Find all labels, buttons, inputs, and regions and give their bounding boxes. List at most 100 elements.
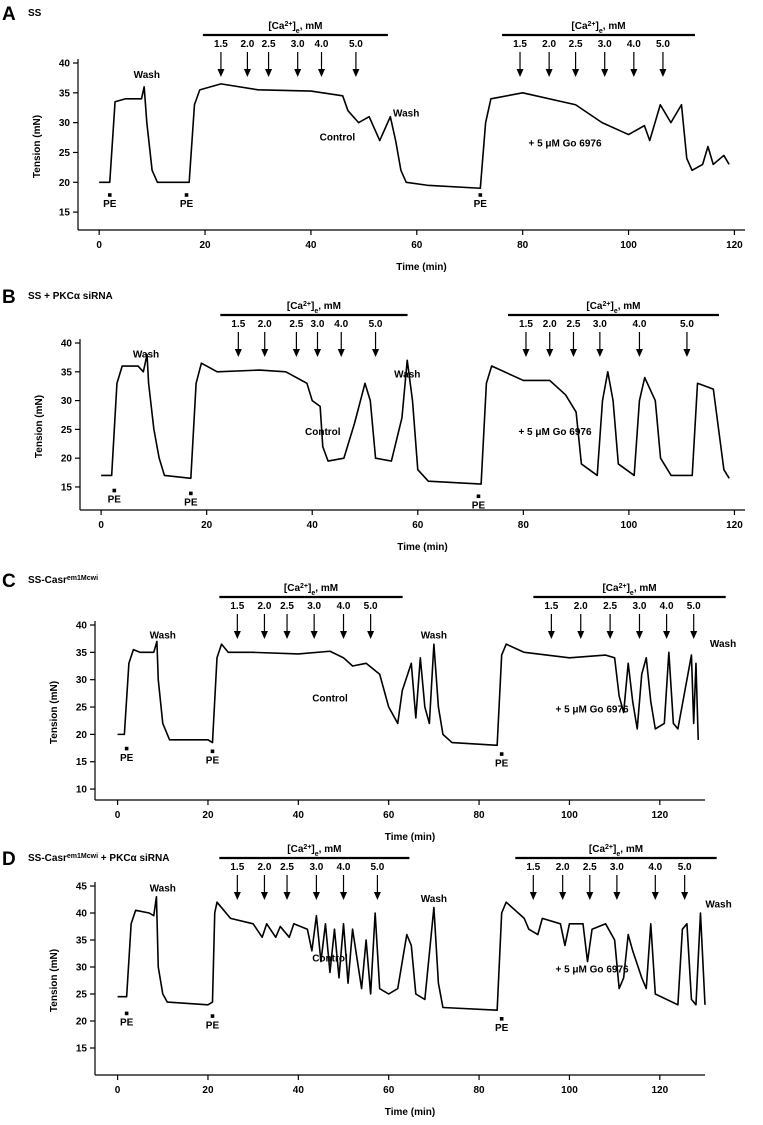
addition-label: 2.0: [543, 319, 557, 330]
addition-label: 4.0: [627, 39, 641, 50]
x-tick-label: 0: [115, 1085, 121, 1096]
x-tick-label: 20: [201, 520, 213, 531]
y-tick-label: 10: [76, 785, 88, 796]
pe-marker: [499, 752, 504, 756]
x-tick-label: 40: [293, 810, 305, 821]
bracket-label-part: ]: [613, 844, 616, 855]
bracket-label: [Ca2+]e, mM: [571, 21, 625, 35]
bracket-label-part: , mM: [620, 844, 643, 855]
addition-label: 5.0: [680, 319, 694, 330]
addition-label: 2.0: [574, 601, 588, 612]
annotation: Wash: [421, 631, 447, 642]
arrow-head: [596, 349, 604, 357]
arrow-head: [340, 892, 348, 900]
bracket-label-part: 2+: [300, 583, 308, 590]
addition-label: 2.0: [257, 862, 271, 873]
addition-label: 5.0: [370, 862, 384, 873]
bracket-label-part: e: [315, 851, 319, 858]
pe-marker: [124, 1011, 129, 1016]
arrow-head: [283, 892, 291, 900]
addition-label: 1.5: [519, 319, 533, 330]
addition-label: 4.0: [632, 319, 646, 330]
addition-label: 5.0: [656, 39, 670, 50]
bracket-label: [Ca2+]e, mM: [284, 583, 338, 597]
arrow-head: [260, 631, 268, 639]
panel: A SS 15 20 25 30 35 40 0 20 40 60 80 100 120 Time (min)…: [2, 4, 745, 273]
y-tick-label: 30: [59, 118, 71, 129]
x-tick-label: 40: [305, 240, 317, 251]
bracket-label-part: , mM: [318, 301, 341, 312]
x-tick-label: 120: [651, 810, 668, 821]
x-axis-label: Time (min): [385, 832, 435, 843]
bracket-label-part: 2+: [619, 583, 627, 590]
arrow-head: [559, 892, 567, 900]
title-part: SS-Casr: [28, 853, 67, 864]
arrow-head: [243, 69, 251, 77]
arrow-head: [233, 892, 241, 900]
annotation: Wash: [394, 370, 420, 381]
bracket-label-part: 2+: [588, 21, 596, 28]
y-tick-label: 20: [61, 454, 73, 465]
annotation: + 5 μM Go 6976: [518, 427, 592, 438]
arrow-head: [630, 69, 638, 77]
bracket-label-part: , mM: [319, 844, 342, 855]
y-axis-label: Tension (mN): [49, 681, 60, 744]
bracket-label-part: , mM: [315, 583, 338, 594]
title-part: + PKCα siRNA: [98, 853, 169, 864]
bracket-label-part: e: [614, 308, 618, 315]
bracket-label-part: [Ca: [586, 301, 603, 312]
annotation: Wash: [150, 631, 176, 642]
arrow-head: [292, 349, 300, 357]
arrow-head: [547, 631, 555, 639]
arrow-head: [586, 892, 594, 900]
addition-label: 2.0: [258, 319, 272, 330]
arrow-head: [367, 631, 375, 639]
y-tick-label: 15: [76, 1044, 88, 1055]
y-tick-label: 30: [76, 675, 88, 686]
annotation: + 5 μM Go 6976: [528, 139, 602, 150]
y-tick-label: 40: [59, 59, 71, 70]
annotation: + 5 μM Go 6976: [555, 705, 629, 716]
bracket-label-part: 2+: [284, 21, 292, 28]
y-tick-label: 25: [76, 703, 88, 714]
bracket-label-part: 2+: [303, 844, 311, 851]
bracket-label: [Ca2+]e, mM: [602, 583, 656, 597]
y-tick-label: 30: [61, 396, 73, 407]
addition-label: 2.0: [556, 862, 570, 873]
pe-marker: [189, 491, 193, 496]
x-tick-label: 60: [383, 1085, 395, 1096]
bracket-label: [Ca2+]e, mM: [586, 301, 640, 315]
bracket-label-part: 2+: [603, 301, 611, 308]
bracket-label-part: [Ca: [287, 301, 304, 312]
arrow-head: [606, 631, 614, 639]
annotation: Wash: [133, 349, 159, 360]
y-tick-label: 40: [61, 339, 73, 350]
bracket-label-part: [Ca: [602, 583, 619, 594]
y-axis-label: Tension (mN): [32, 115, 43, 178]
annotation: PE: [108, 495, 122, 506]
annotation: Control: [312, 954, 348, 965]
y-tick-label: 45: [76, 882, 88, 893]
addition-label: 1.5: [513, 39, 527, 50]
addition-label: 1.5: [231, 319, 245, 330]
bracket-label-part: e: [630, 590, 634, 597]
arrow-head: [373, 892, 381, 900]
arrow-head: [312, 892, 320, 900]
addition-label: 3.0: [593, 319, 607, 330]
annotation: Control: [320, 133, 356, 144]
bracket-label-part: ]: [292, 21, 295, 32]
trace: [99, 83, 730, 190]
addition-label: 2.5: [567, 319, 581, 330]
arrow-head: [663, 631, 671, 639]
x-tick-label: 60: [383, 810, 395, 821]
arrow-head: [265, 69, 273, 77]
x-tick-label: 60: [412, 520, 424, 531]
y-tick-label: 20: [76, 730, 88, 741]
y-tick-label: 15: [76, 757, 88, 768]
panel-title: SS: [28, 8, 42, 19]
annotation: Wash: [710, 639, 736, 650]
arrow-head: [681, 892, 689, 900]
addition-label: 5.0: [678, 862, 692, 873]
x-tick-label: 0: [115, 810, 121, 821]
